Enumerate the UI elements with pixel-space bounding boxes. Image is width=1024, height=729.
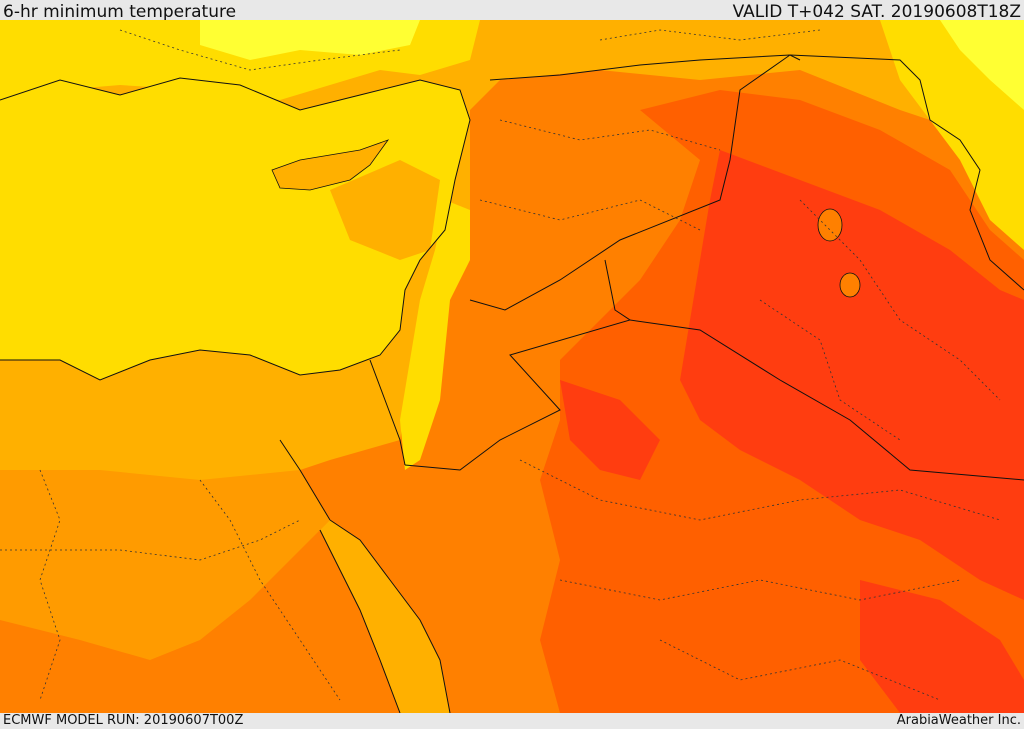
levant-yellow-strip (400, 200, 470, 470)
lake-2 (839, 272, 861, 298)
lake-1 (817, 208, 843, 242)
temperature-map-svg (0, 20, 1024, 713)
red-sea-coastline (319, 519, 451, 713)
province-lines (0, 29, 1001, 701)
mediterranean-coastline (0, 77, 471, 381)
valid-time: VALID T+042 SAT. 20190608T18Z (732, 2, 1021, 22)
header-bar: 6-hr minimum temperature VALID T+042 SAT… (0, 0, 1024, 22)
egypt-israel-border (369, 359, 406, 466)
temperature-field-red (680, 150, 1024, 600)
gulf-of-suez-coastline (279, 439, 331, 521)
map-title: 6-hr minimum temperature (3, 2, 237, 22)
temperature-field-pale-yellow (200, 20, 420, 60)
sea-amber-patch (330, 160, 440, 260)
cyprus-island (271, 139, 390, 191)
red-patch-south (860, 580, 1024, 713)
model-run-label: ECMWF MODEL RUN: 20190607T00Z (3, 713, 244, 728)
jordan-border (404, 259, 632, 471)
egypt-amber (0, 440, 330, 660)
credit-label: ArabiaWeather Inc. (896, 713, 1021, 728)
footer-bar: ECMWF MODEL RUN: 20190607T00Z ArabiaWeat… (0, 713, 1024, 729)
saudi-iraq-border (629, 319, 1024, 481)
red-patch-west (560, 380, 660, 480)
syria-turkey-iraq-border (469, 54, 801, 311)
temperature-map (0, 20, 1024, 713)
iraq-iran-border (789, 54, 1024, 291)
red-sea (320, 520, 450, 713)
temperature-field-pale-yellow-northeast (940, 20, 1024, 110)
